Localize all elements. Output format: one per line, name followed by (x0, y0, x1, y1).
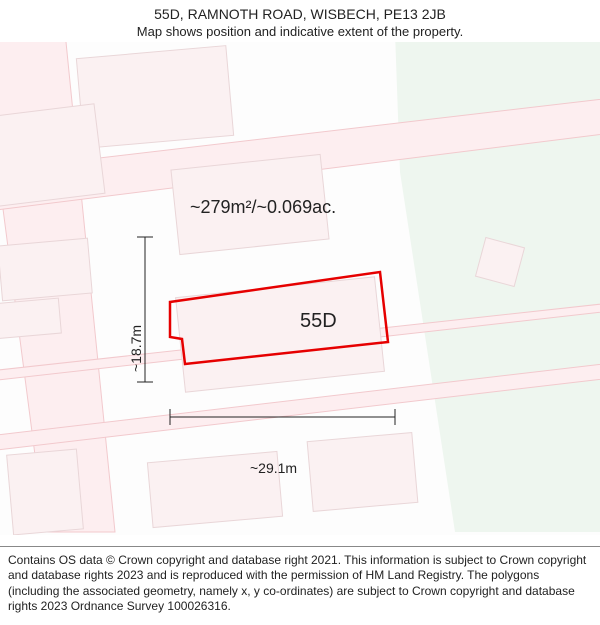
header-subtitle: Map shows position and indicative extent… (10, 24, 590, 39)
area-label: ~279m²/~0.069ac. (190, 197, 336, 218)
plot-id-label: 55D (300, 310, 337, 333)
address-title: 55D, RAMNOTH ROAD, WISBECH, PE13 2JB (10, 6, 590, 22)
copyright-footer: Contains OS data © Crown copyright and d… (0, 546, 600, 625)
map-canvas: ~279m²/~0.069ac. 55D ~29.1m ~18.7m (0, 42, 600, 535)
map-svg (0, 42, 600, 535)
height-dimension-label: ~18.7m (128, 325, 144, 372)
width-dimension-label: ~29.1m (250, 460, 297, 476)
header: 55D, RAMNOTH ROAD, WISBECH, PE13 2JB Map… (0, 0, 600, 39)
